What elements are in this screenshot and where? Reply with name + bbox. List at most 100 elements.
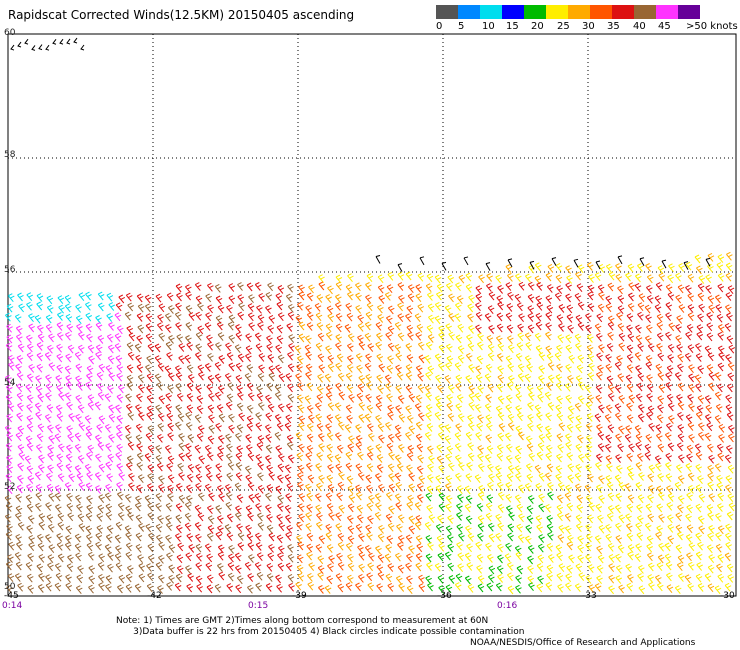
wind-barb — [594, 535, 602, 544]
wind-barb — [635, 393, 643, 403]
wind-barb — [657, 395, 665, 405]
wind-barb — [6, 384, 13, 394]
wind-barb — [218, 571, 226, 581]
wind-barb — [137, 554, 144, 564]
wind-barb — [47, 464, 54, 474]
wind-barb — [617, 544, 625, 554]
wind-barb — [226, 393, 234, 403]
wind-barb — [256, 552, 264, 562]
wind-barb — [425, 553, 433, 563]
wind-barb — [676, 343, 683, 353]
wind-barb — [335, 382, 342, 392]
wind-barb — [488, 291, 496, 301]
wind-barb — [415, 562, 423, 572]
wind-barb — [474, 392, 482, 402]
wind-barb — [305, 351, 312, 361]
wind-barb — [26, 503, 34, 513]
wind-barb — [98, 582, 105, 592]
wind-barb — [427, 292, 434, 301]
wind-barb — [357, 322, 365, 332]
wind-barb — [576, 523, 583, 533]
wind-barb — [708, 454, 715, 464]
wind-barb — [257, 372, 265, 382]
longitude-label: -42 — [147, 591, 162, 601]
wind-barb — [194, 504, 202, 514]
wind-barb — [365, 524, 372, 534]
wind-barb — [116, 431, 123, 441]
wind-barb — [617, 285, 624, 295]
wind-barb — [195, 352, 202, 361]
longitude-label: -39 — [292, 591, 307, 601]
wind-barb — [394, 424, 402, 434]
wind-barb — [577, 544, 584, 554]
wind-barb — [626, 523, 633, 532]
wind-barb — [557, 512, 564, 522]
wind-barb — [437, 384, 444, 394]
wind-barb — [427, 445, 434, 455]
wind-barb — [127, 411, 135, 421]
wind-barb — [125, 573, 133, 583]
wind-barb — [658, 542, 665, 552]
wind-barb — [428, 455, 435, 464]
wind-barb — [558, 304, 566, 313]
wind-barb — [178, 355, 185, 365]
wind-barb — [146, 355, 153, 365]
wind-barb — [276, 324, 284, 334]
wind-barb — [486, 273, 493, 282]
wind-barb — [106, 525, 114, 534]
wind-barb — [717, 362, 725, 372]
wind-barb — [456, 295, 464, 305]
wind-barb — [717, 254, 725, 263]
wind-barb — [68, 473, 75, 483]
wind-barb — [665, 372, 672, 381]
wind-barb — [337, 541, 345, 551]
wind-barb — [136, 484, 143, 494]
wind-barb — [236, 402, 244, 412]
wind-barb — [86, 542, 94, 552]
wind-barb — [636, 532, 644, 541]
wind-barb — [695, 383, 702, 393]
wind-barb — [627, 551, 634, 561]
wind-barb — [316, 393, 324, 403]
wind-barb — [266, 335, 273, 345]
wind-barb — [316, 452, 323, 461]
wind-barb — [308, 562, 315, 572]
wind-barb — [575, 483, 582, 493]
wind-barb — [355, 304, 362, 314]
wind-barb — [484, 454, 492, 463]
wind-barb — [394, 321, 402, 331]
wind-barb — [246, 382, 254, 392]
wind-barb — [65, 535, 72, 544]
wind-barb — [436, 444, 444, 454]
wind-barb — [448, 293, 455, 303]
wind-barb — [538, 534, 545, 543]
wind-barb — [56, 384, 63, 394]
wind-barb — [516, 302, 524, 312]
wind-barb — [215, 342, 222, 351]
wind-barb — [536, 412, 543, 421]
wind-barb — [476, 422, 483, 432]
wind-barb — [515, 551, 523, 561]
wind-barb — [535, 515, 543, 524]
wind-barb — [585, 464, 593, 473]
wind-barb — [297, 464, 305, 474]
wind-barb — [106, 313, 113, 322]
wind-barb — [706, 312, 713, 321]
wind-barb — [475, 431, 482, 441]
wind-barb — [685, 534, 693, 543]
wind-barb — [676, 464, 683, 474]
wind-barb — [347, 355, 354, 364]
wind-barb — [336, 492, 343, 502]
wind-barb — [74, 465, 82, 474]
wind-barb — [688, 364, 695, 374]
wind-barb — [215, 505, 223, 514]
wind-barb — [375, 254, 381, 264]
wind-barb — [515, 472, 522, 482]
wind-barb — [324, 585, 332, 594]
wind-barb — [376, 374, 383, 384]
wind-barb — [265, 412, 273, 422]
wind-barb — [108, 413, 116, 423]
wind-barb — [325, 532, 333, 541]
wind-barb — [276, 513, 283, 523]
wind-barb — [505, 482, 513, 491]
